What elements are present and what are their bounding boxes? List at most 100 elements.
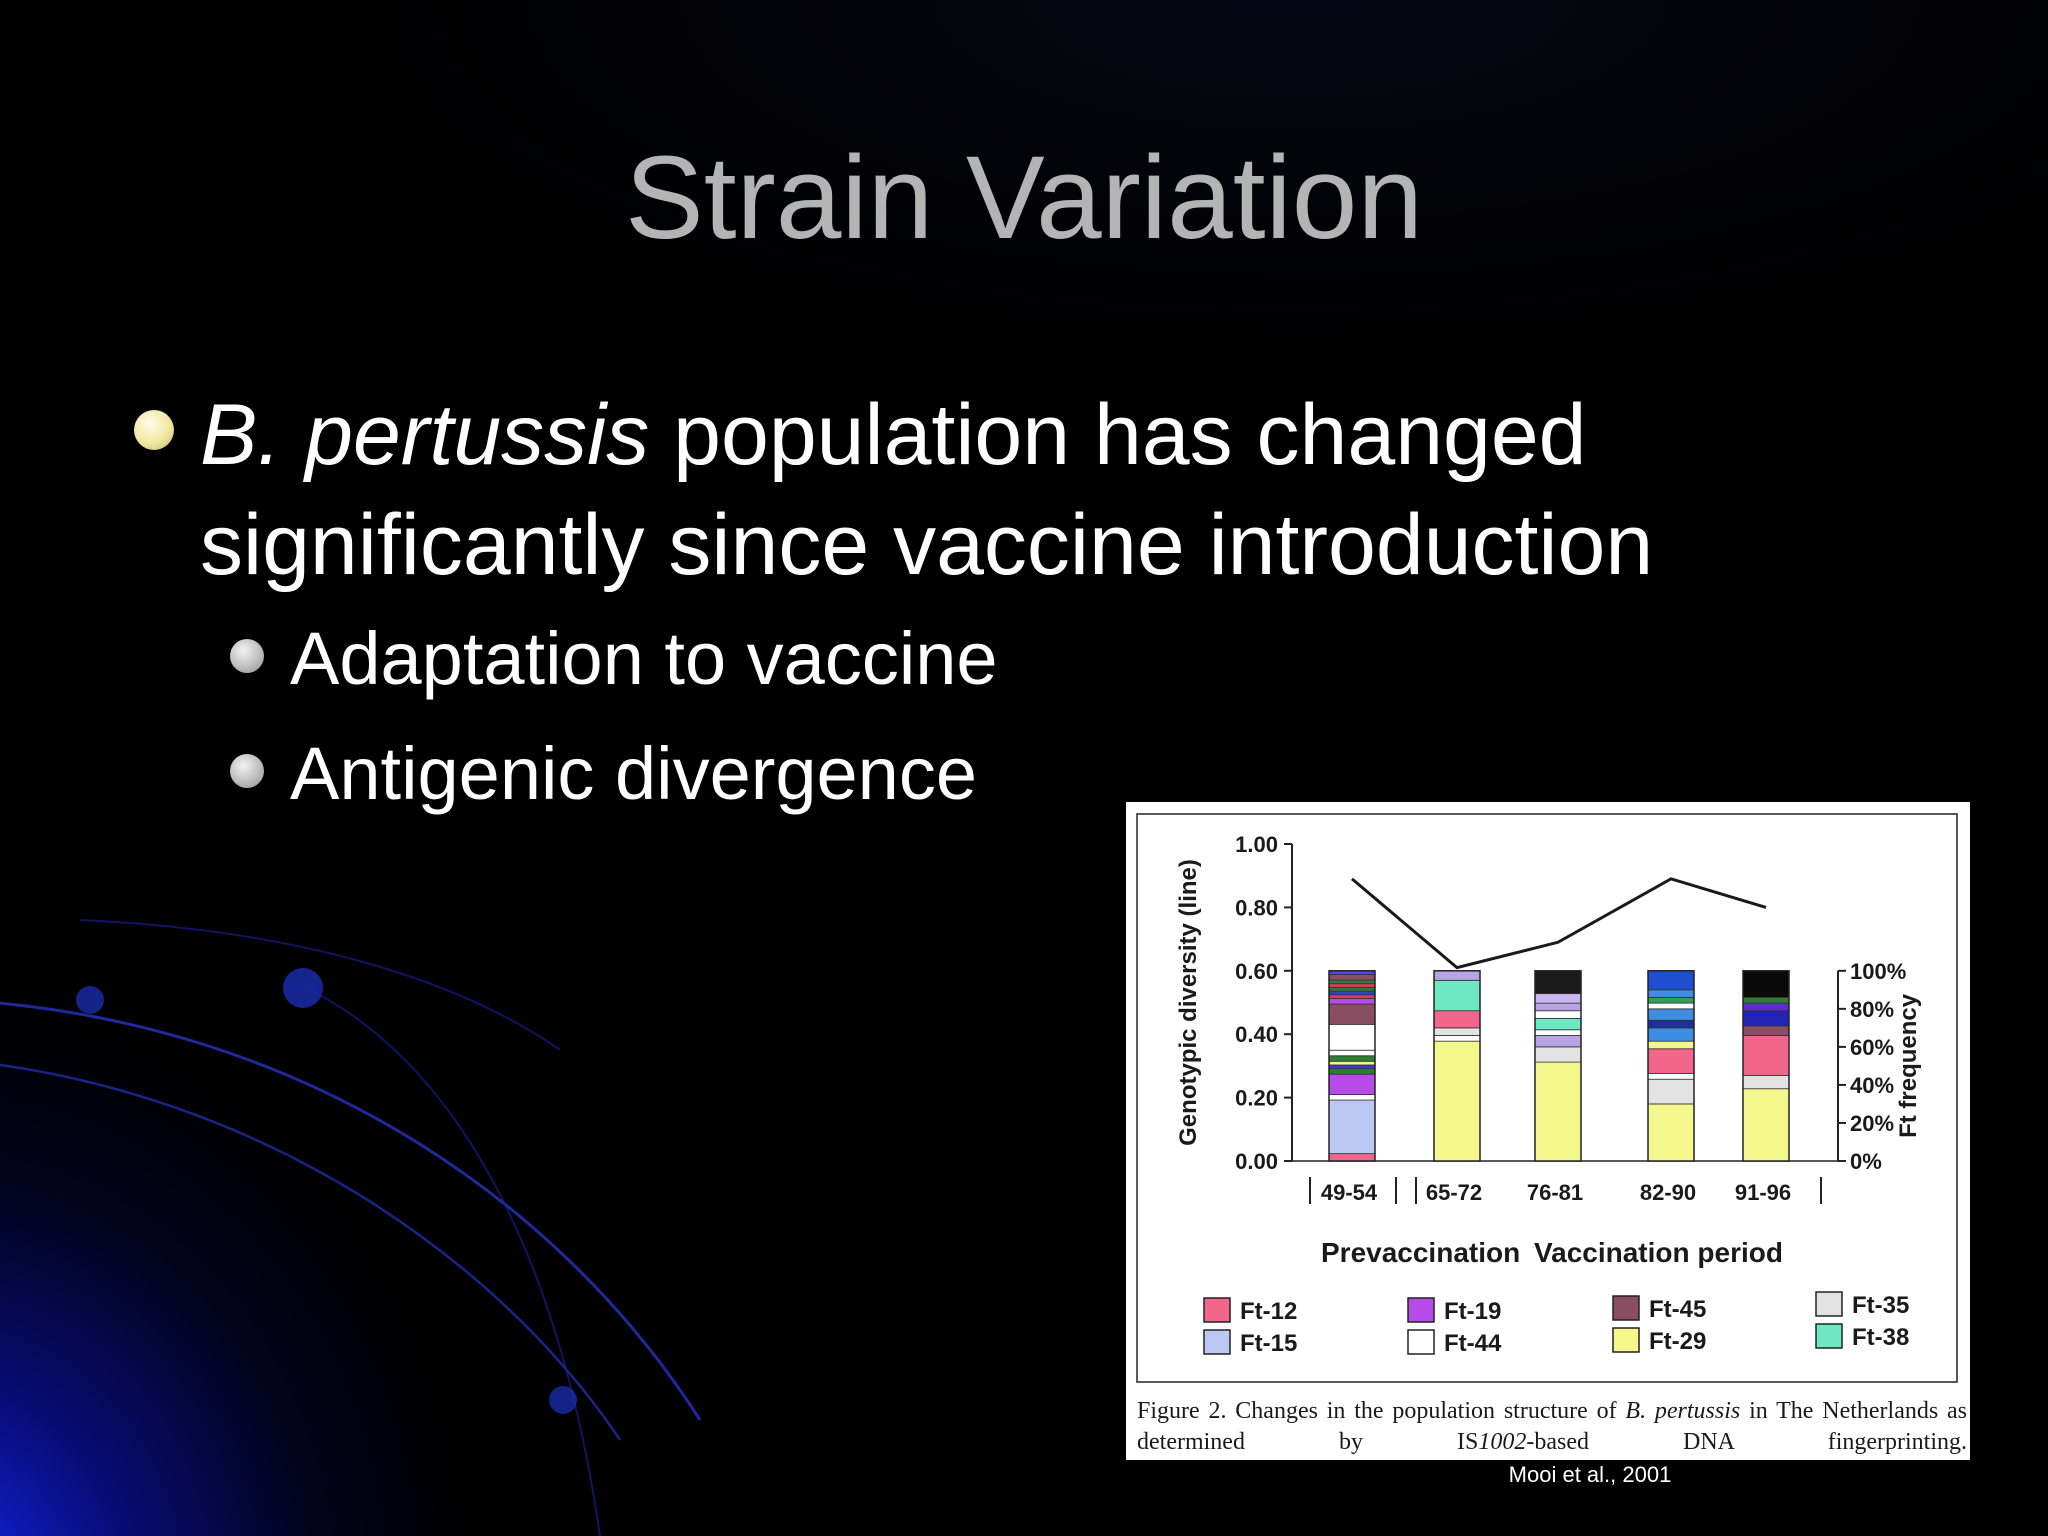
slide-title: Strain Variation [625,132,1423,264]
sub-bullet-icon [230,639,264,673]
bar-segment [1742,1002,1790,1012]
legend-swatch [1815,1323,1843,1349]
diversity-line [1351,877,1767,970]
bar-segment [1328,990,1376,996]
y-tick-label: 0.80 [1235,895,1278,920]
citation-credit: Mooi et al., 2001 [1508,1462,1672,1487]
bar-segment [1647,1008,1695,1021]
bar-segment [1534,970,1582,995]
figure-frame [1136,813,1958,1383]
period-bracket [1309,1177,1397,1204]
bar-segment [1742,1025,1790,1036]
bar-segment [1534,1061,1582,1162]
arc-node [76,986,104,1014]
bar-segment [1328,1060,1376,1066]
bar-segment [1647,1040,1695,1050]
y2-tick-label: 60% [1850,1035,1894,1060]
caption-mid: in The Netherlands as determined by IS [1137,1398,1967,1455]
bar-segment [1647,1103,1695,1162]
legend-label: Ft-12 [1240,1298,1297,1325]
legend-label: Ft-19 [1444,1298,1501,1325]
legend-swatch [1407,1329,1435,1355]
legend-swatch [1815,1291,1843,1317]
legend-swatch [1407,1297,1435,1323]
bar-segment [1534,1010,1582,1019]
bar-segment [1647,997,1695,1004]
caption-prefix: Figure 2. Changes in the population stru… [1137,1398,1626,1424]
y-tick-label: 0.40 [1235,1022,1278,1047]
legend-label: Ft-45 [1649,1296,1706,1323]
bar-segment [1328,974,1376,981]
stacked-bar-chart: 0.00 0.20 0.40 0.60 0.80 1.00 Genotypic divers… [1136,813,1958,1383]
bar-segment [1433,1027,1481,1036]
y2-axis-label: Ft frequency [1895,993,1922,1138]
main-bullet-italic: B. pertussis [200,387,650,483]
x-tick-label: 82-90 [1640,1180,1696,1205]
bar-segment [1647,1019,1695,1029]
bar-segment [1647,1073,1695,1080]
bar-segment [1328,1003,1376,1025]
y2-tick-label: 40% [1850,1073,1894,1098]
bar-segment [1328,979,1376,985]
bar-segment [1647,970,1695,991]
x-tick-label: 76-81 [1527,1180,1583,1205]
bar-segment [1742,1088,1790,1162]
y2-tick-label: 20% [1850,1111,1894,1136]
bar-outline [1328,970,1376,1162]
bar-segment [1433,1010,1481,1029]
legend-swatch [1612,1327,1640,1353]
legend-swatch [1612,1295,1640,1321]
bar-segment [1534,1017,1582,1031]
x-tick-label: 65-72 [1426,1180,1482,1205]
y2-tick-label: 80% [1850,997,1894,1022]
bar-segment [1328,998,1376,1005]
bar-segment [1534,1002,1582,1012]
bar-segment [1433,1040,1481,1162]
legend-label: Ft-29 [1649,1328,1706,1355]
bar-outline [1433,970,1481,1162]
main-bullet-text-1: population has changed [649,387,1587,483]
legend-swatch [1203,1297,1231,1323]
sub-bullet: Adaptation to vaccine [230,615,998,703]
sub-bullet-text: Antigenic divergence [290,732,977,815]
bar-segment [1328,1068,1376,1075]
bar-segment [1647,1048,1695,1074]
legend-label: Ft-38 [1852,1324,1909,1351]
arc-line [0,1001,702,1421]
period-label-prevaccination: Prevaccination [1321,1237,1520,1268]
y-tick-label: 0.00 [1235,1149,1278,1174]
x-tick-label: 49-54 [1321,1180,1378,1205]
bar-segment [1647,1078,1695,1105]
sub-bullet-text: Adaptation to vaccine [290,617,998,700]
bar-segment [1328,983,1376,988]
y-tick-label: 1.00 [1235,832,1278,857]
bar-segment [1433,970,1481,981]
bar-segment [1328,994,1376,999]
bar-segment [1328,1049,1376,1057]
figure-caption: Figure 2. Changes in the population stru… [1137,1396,1967,1458]
bar-segment [1328,1094,1376,1101]
period-label-vaccination: Vaccination period [1534,1237,1783,1268]
bar-segment [1742,997,1790,1004]
legend-label: Ft-44 [1444,1330,1502,1357]
legend-swatch [1203,1329,1231,1355]
main-bullet: B. pertussis population has changed sign… [134,380,1800,600]
y-tick-label: 0.20 [1235,1086,1278,1111]
bar-segment [1328,1073,1376,1095]
main-bullet-text-2: significantly since vaccine introduction [200,497,1654,593]
bar-segment [1433,979,1481,1012]
legend-label: Ft-15 [1240,1330,1297,1357]
bar-segment [1328,1064,1376,1070]
bar-segment [1328,987,1376,992]
arc-line [79,919,561,1051]
bar-outline [1647,970,1695,1162]
bullet-icon [134,410,174,450]
bar-segment [1647,1027,1695,1042]
bar-segment [1534,1029,1582,1036]
y2-tick-label: 100% [1850,959,1906,984]
period-bracket [1415,1177,1822,1204]
bar-segment [1328,1153,1376,1162]
bar-segment [1742,1010,1790,1027]
bar-segment [1742,970,1790,998]
